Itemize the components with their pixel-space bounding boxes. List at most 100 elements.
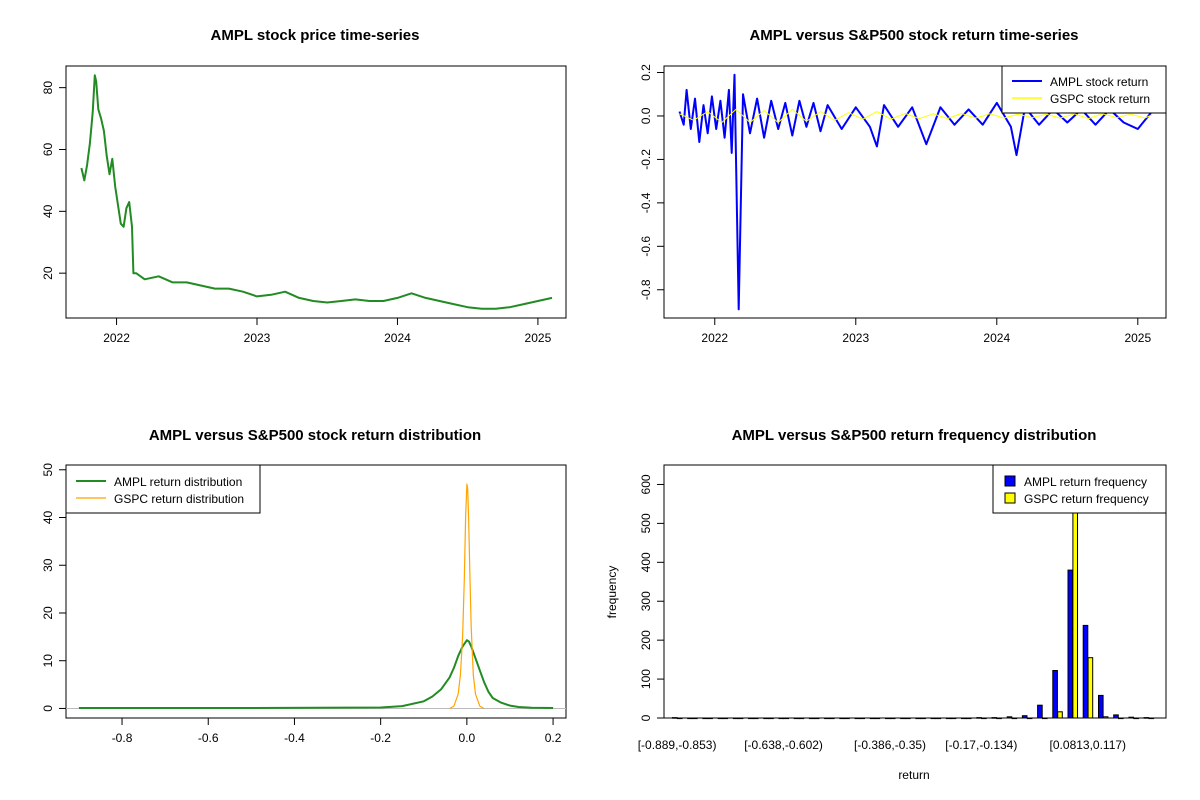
histogram-bar: [915, 717, 922, 720]
x-tick-label: [-0.17,-0.134): [945, 738, 1017, 752]
x-tick-label: 2024: [983, 331, 1010, 345]
return-timeseries-chart-title: AMPL versus S&P500 stock return time-ser…: [749, 27, 1078, 44]
return-timeseries-legend: AMPL stock return GSPC stock return: [1001, 65, 1167, 114]
histogram-bar: [1072, 499, 1079, 719]
y-tick-label: 20: [41, 606, 55, 620]
x-tick-label: 0.2: [545, 731, 562, 745]
y-tick-label: 500: [639, 513, 653, 533]
gspc-density-line: [449, 483, 485, 710]
histogram-bar: [1026, 717, 1033, 720]
x-tick-label: 2024: [384, 331, 411, 345]
x-tick-label: -0.8: [112, 731, 133, 745]
y-tick-label: 100: [639, 669, 653, 689]
histogram-bar: [869, 717, 876, 720]
histogram-bar: [768, 717, 774, 720]
x-tick-label: -0.2: [370, 731, 391, 745]
y-tick-label: 60: [41, 142, 55, 156]
histogram-bar: [1102, 716, 1109, 719]
return-density-chart: AMPL versus S&P500 stock return distribu…: [41, 427, 567, 745]
histogram-bar: [707, 717, 713, 720]
return-frequency-plot-box: [663, 464, 1167, 719]
histogram-bar: [1011, 717, 1018, 720]
y-tick-label: 200: [639, 630, 653, 650]
price-chart: AMPL stock price time-series 2022 2023 202…: [41, 27, 567, 345]
histogram-bar: [717, 717, 724, 720]
legend-box: [992, 464, 1167, 514]
histogram-bar: [763, 717, 769, 720]
histogram-bar: [748, 717, 754, 720]
histogram-bar: [687, 717, 693, 720]
histogram-bar: [950, 717, 957, 720]
x-tick-label: 2023: [842, 331, 869, 345]
y-tick-label: 300: [639, 591, 653, 611]
x-tick-label: 2022: [103, 331, 130, 345]
histogram-bar: [889, 717, 896, 720]
y-tick-label: 40: [41, 204, 55, 218]
x-tick-label: 2023: [244, 331, 271, 345]
histogram-bar: [1128, 716, 1135, 719]
x-tick-label: [-0.638,-0.602): [744, 738, 823, 752]
histogram-bar: [752, 717, 759, 720]
y-tick-label: -0.2: [639, 149, 653, 170]
return-density-chart-title: AMPL versus S&P500 stock return distribu…: [149, 427, 481, 444]
y-tick-label: -0.4: [639, 192, 653, 213]
histogram-bar: [965, 717, 972, 720]
histogram-bar: [1113, 714, 1119, 719]
histogram-bar: [961, 717, 967, 720]
histogram-bar: [1148, 717, 1155, 720]
histogram-bar: [935, 717, 942, 720]
x-tick-label: [-0.386,-0.35): [854, 738, 926, 752]
return-density-legend: AMPL return distribution GSPC return dis…: [65, 464, 261, 514]
histogram-bar: [885, 717, 891, 720]
histogram-bar: [1087, 657, 1094, 719]
x-tick-label: 2022: [701, 331, 728, 345]
x-tick-label: 0.0: [459, 731, 476, 745]
y-tick-label: 20: [41, 266, 55, 280]
histogram-bar: [737, 717, 744, 720]
y-tick-label: 600: [639, 474, 653, 494]
legend-label-ampl: AMPL stock return: [1050, 75, 1148, 89]
legend-label-gspc-freq: GSPC return frequency: [1024, 492, 1149, 506]
x-tick-label: [0.0813,0.117): [1050, 738, 1127, 752]
histogram-bar: [1143, 717, 1150, 719]
histogram-bar: [793, 717, 800, 720]
histogram-bar: [905, 717, 911, 720]
x-tick-label: [-0.889,-0.853): [638, 738, 717, 752]
ampl-density-line: [78, 639, 554, 709]
x-tick-label: 2025: [1124, 331, 1151, 345]
histogram-bar: [1067, 569, 1074, 719]
histogram-bar: [702, 717, 709, 720]
y-tick-label: 80: [41, 81, 55, 95]
y-tick-label: 0.2: [639, 64, 653, 81]
histogram-bar: [783, 717, 790, 720]
ampl-price-line: [80, 74, 553, 310]
legend-label-gspc: GSPC stock return: [1050, 92, 1150, 106]
x-tick-label: -0.4: [284, 731, 305, 745]
legend-label-gspc-density: GSPC return distribution: [114, 492, 244, 506]
histogram-bar: [798, 717, 805, 720]
y-tick-label: -0.6: [639, 236, 653, 257]
y-tick-label: 0: [41, 705, 55, 712]
legend-swatch-gspc-freq: [1004, 492, 1016, 504]
return-timeseries-chart: AMPL versus S&P500 stock return time-ser…: [639, 27, 1167, 345]
histogram-bar: [829, 717, 835, 720]
histogram-bar: [1042, 717, 1048, 720]
y-tick-label: 0.0: [639, 107, 653, 124]
legend-box: [1001, 65, 1167, 114]
histogram-bar: [844, 717, 850, 720]
y-tick-label: 30: [41, 558, 55, 572]
y-tick-label: 40: [41, 511, 55, 525]
histogram-bar: [722, 717, 729, 720]
legend-swatch-ampl-freq: [1004, 475, 1016, 487]
histogram-bar: [920, 717, 926, 720]
y-tick-label: 0: [639, 714, 653, 721]
histogram-bar: [1021, 715, 1028, 719]
histogram-bar: [672, 717, 678, 719]
y-tick-label: -0.8: [639, 279, 653, 300]
return-frequency-ylabel: frequency: [605, 566, 619, 619]
histogram-bar: [900, 717, 906, 720]
x-tick-label: 2025: [525, 331, 552, 345]
histogram-bar: [692, 717, 698, 720]
return-frequency-xlabel: return: [898, 768, 929, 782]
